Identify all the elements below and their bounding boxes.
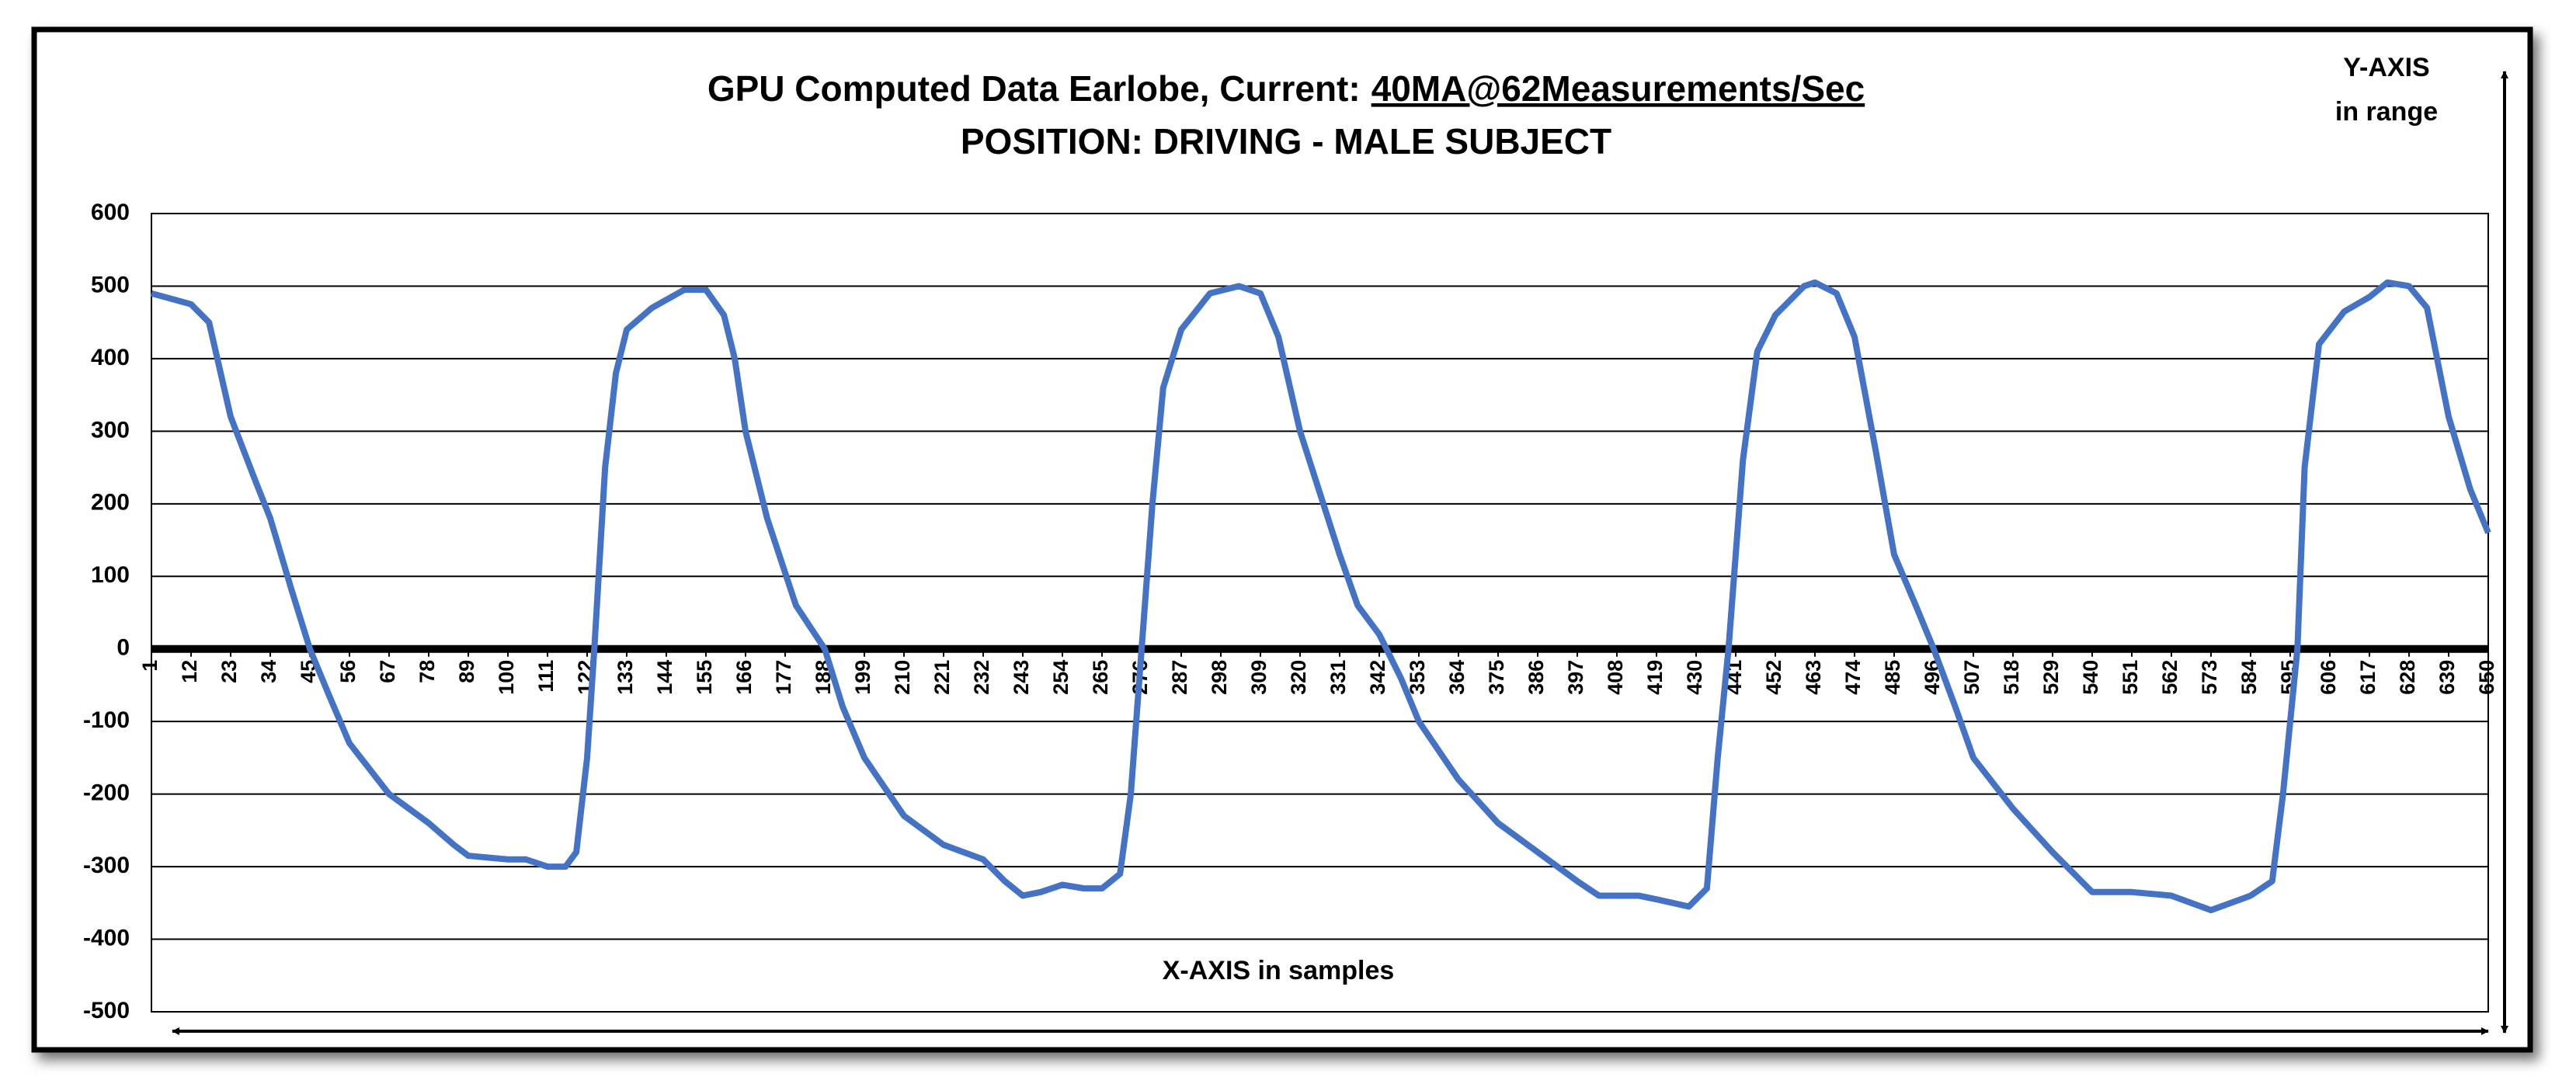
title-highlight: 40MA@62Measurements/Sec [1371,68,1865,109]
x-tick-label: 144 [653,660,676,695]
y-tick-label: 600 [91,200,130,225]
x-tick-label: 375 [1485,660,1508,695]
x-tick-label: 628 [2396,660,2419,695]
y-tick-label: 500 [91,272,130,297]
x-tick-label: 221 [930,660,954,695]
x-tick-label: 474 [1841,660,1865,695]
y-tick-label: -400 [83,925,130,950]
x-tick-label: 78 [415,660,439,683]
x-tick-label: 452 [1762,660,1785,695]
chart-title: GPU Computed Data Earlobe, Current: 40MA@… [707,68,1865,109]
x-tick-label: 166 [732,660,756,695]
x-tick-label: 210 [891,660,914,695]
x-tick-label: 155 [693,660,716,695]
y-tick-label: 200 [91,490,130,516]
x-tick-label: 584 [2237,660,2261,695]
frame [31,26,2533,1053]
x-tick-label: 232 [970,660,993,695]
x-tick-label: 342 [1366,660,1389,695]
x-tick-label: 419 [1643,660,1667,695]
x-tick-label: 353 [1406,660,1429,695]
x-tick-label: 133 [614,660,637,695]
x-tick-label: 111 [534,660,558,693]
x-tick-label: 89 [455,660,478,683]
x-tick-label: 34 [257,660,280,683]
x-tick-label: 199 [851,660,874,695]
x-tick-label: 287 [1168,660,1191,695]
data-line [150,279,2491,914]
x-tick-label: 606 [2317,660,2340,695]
x-tick-label: 67 [376,660,399,683]
y-tick-label: -200 [83,780,130,806]
y-tick-label: 100 [91,562,130,588]
x-tick-label: 639 [2435,660,2459,695]
x-tick-label: 364 [1445,660,1469,695]
x-tick-label: 650 [2475,660,2498,695]
x-tick-label: 177 [772,660,795,695]
x-tick-label: 1 [138,660,162,672]
x-tick-label: 463 [1802,660,1825,695]
x-tick-label: 331 [1326,660,1350,695]
x-tick-label: 100 [495,660,518,695]
y-axis-note: Y-AXIS [2343,53,2429,82]
x-tick-label: 298 [1208,660,1231,695]
x-tick-label: 386 [1524,660,1548,695]
x-tick-label: 309 [1247,660,1271,695]
x-tick-label: 12 [178,660,201,683]
x-tick-label: 56 [336,660,360,683]
x-tick-label: 397 [1564,660,1587,695]
x-tick-label: 518 [2000,660,2023,695]
x-tick-label: 265 [1089,660,1112,695]
x-tick-label: 320 [1287,660,1310,695]
x-tick-label: 430 [1683,660,1706,695]
x-tick-label: 540 [2079,660,2102,695]
x-tick-label: 485 [1881,660,1904,695]
x-tick-label: 243 [1010,660,1033,695]
x-tick-label: 573 [2198,660,2221,695]
title-text: GPU Computed Data Earlobe, Current: [707,68,1361,109]
x-tick-label: 254 [1049,660,1072,695]
y-tick-label: 0 [116,635,130,661]
y-tick-label: -500 [83,998,130,1023]
x-tick-label: 617 [2356,660,2380,695]
y-tick-label: 400 [91,345,130,370]
x-axis-note: X-AXIS in samples [1163,956,1395,985]
x-tick-label: 551 [2119,660,2142,695]
y-tick-label: -300 [83,853,130,878]
x-tick-label: 507 [1960,660,1983,695]
y-tick-label: 300 [91,417,130,443]
y-axis-note: in range [2335,97,2438,127]
x-tick-label: 408 [1604,660,1627,695]
x-tick-label: 529 [2039,660,2063,695]
chart-subtitle: POSITION: DRIVING - MALE SUBJECT [961,121,1611,162]
x-tick-label: 23 [217,660,241,683]
y-tick-label: -100 [83,707,130,733]
x-tick-label: 562 [2158,660,2181,695]
